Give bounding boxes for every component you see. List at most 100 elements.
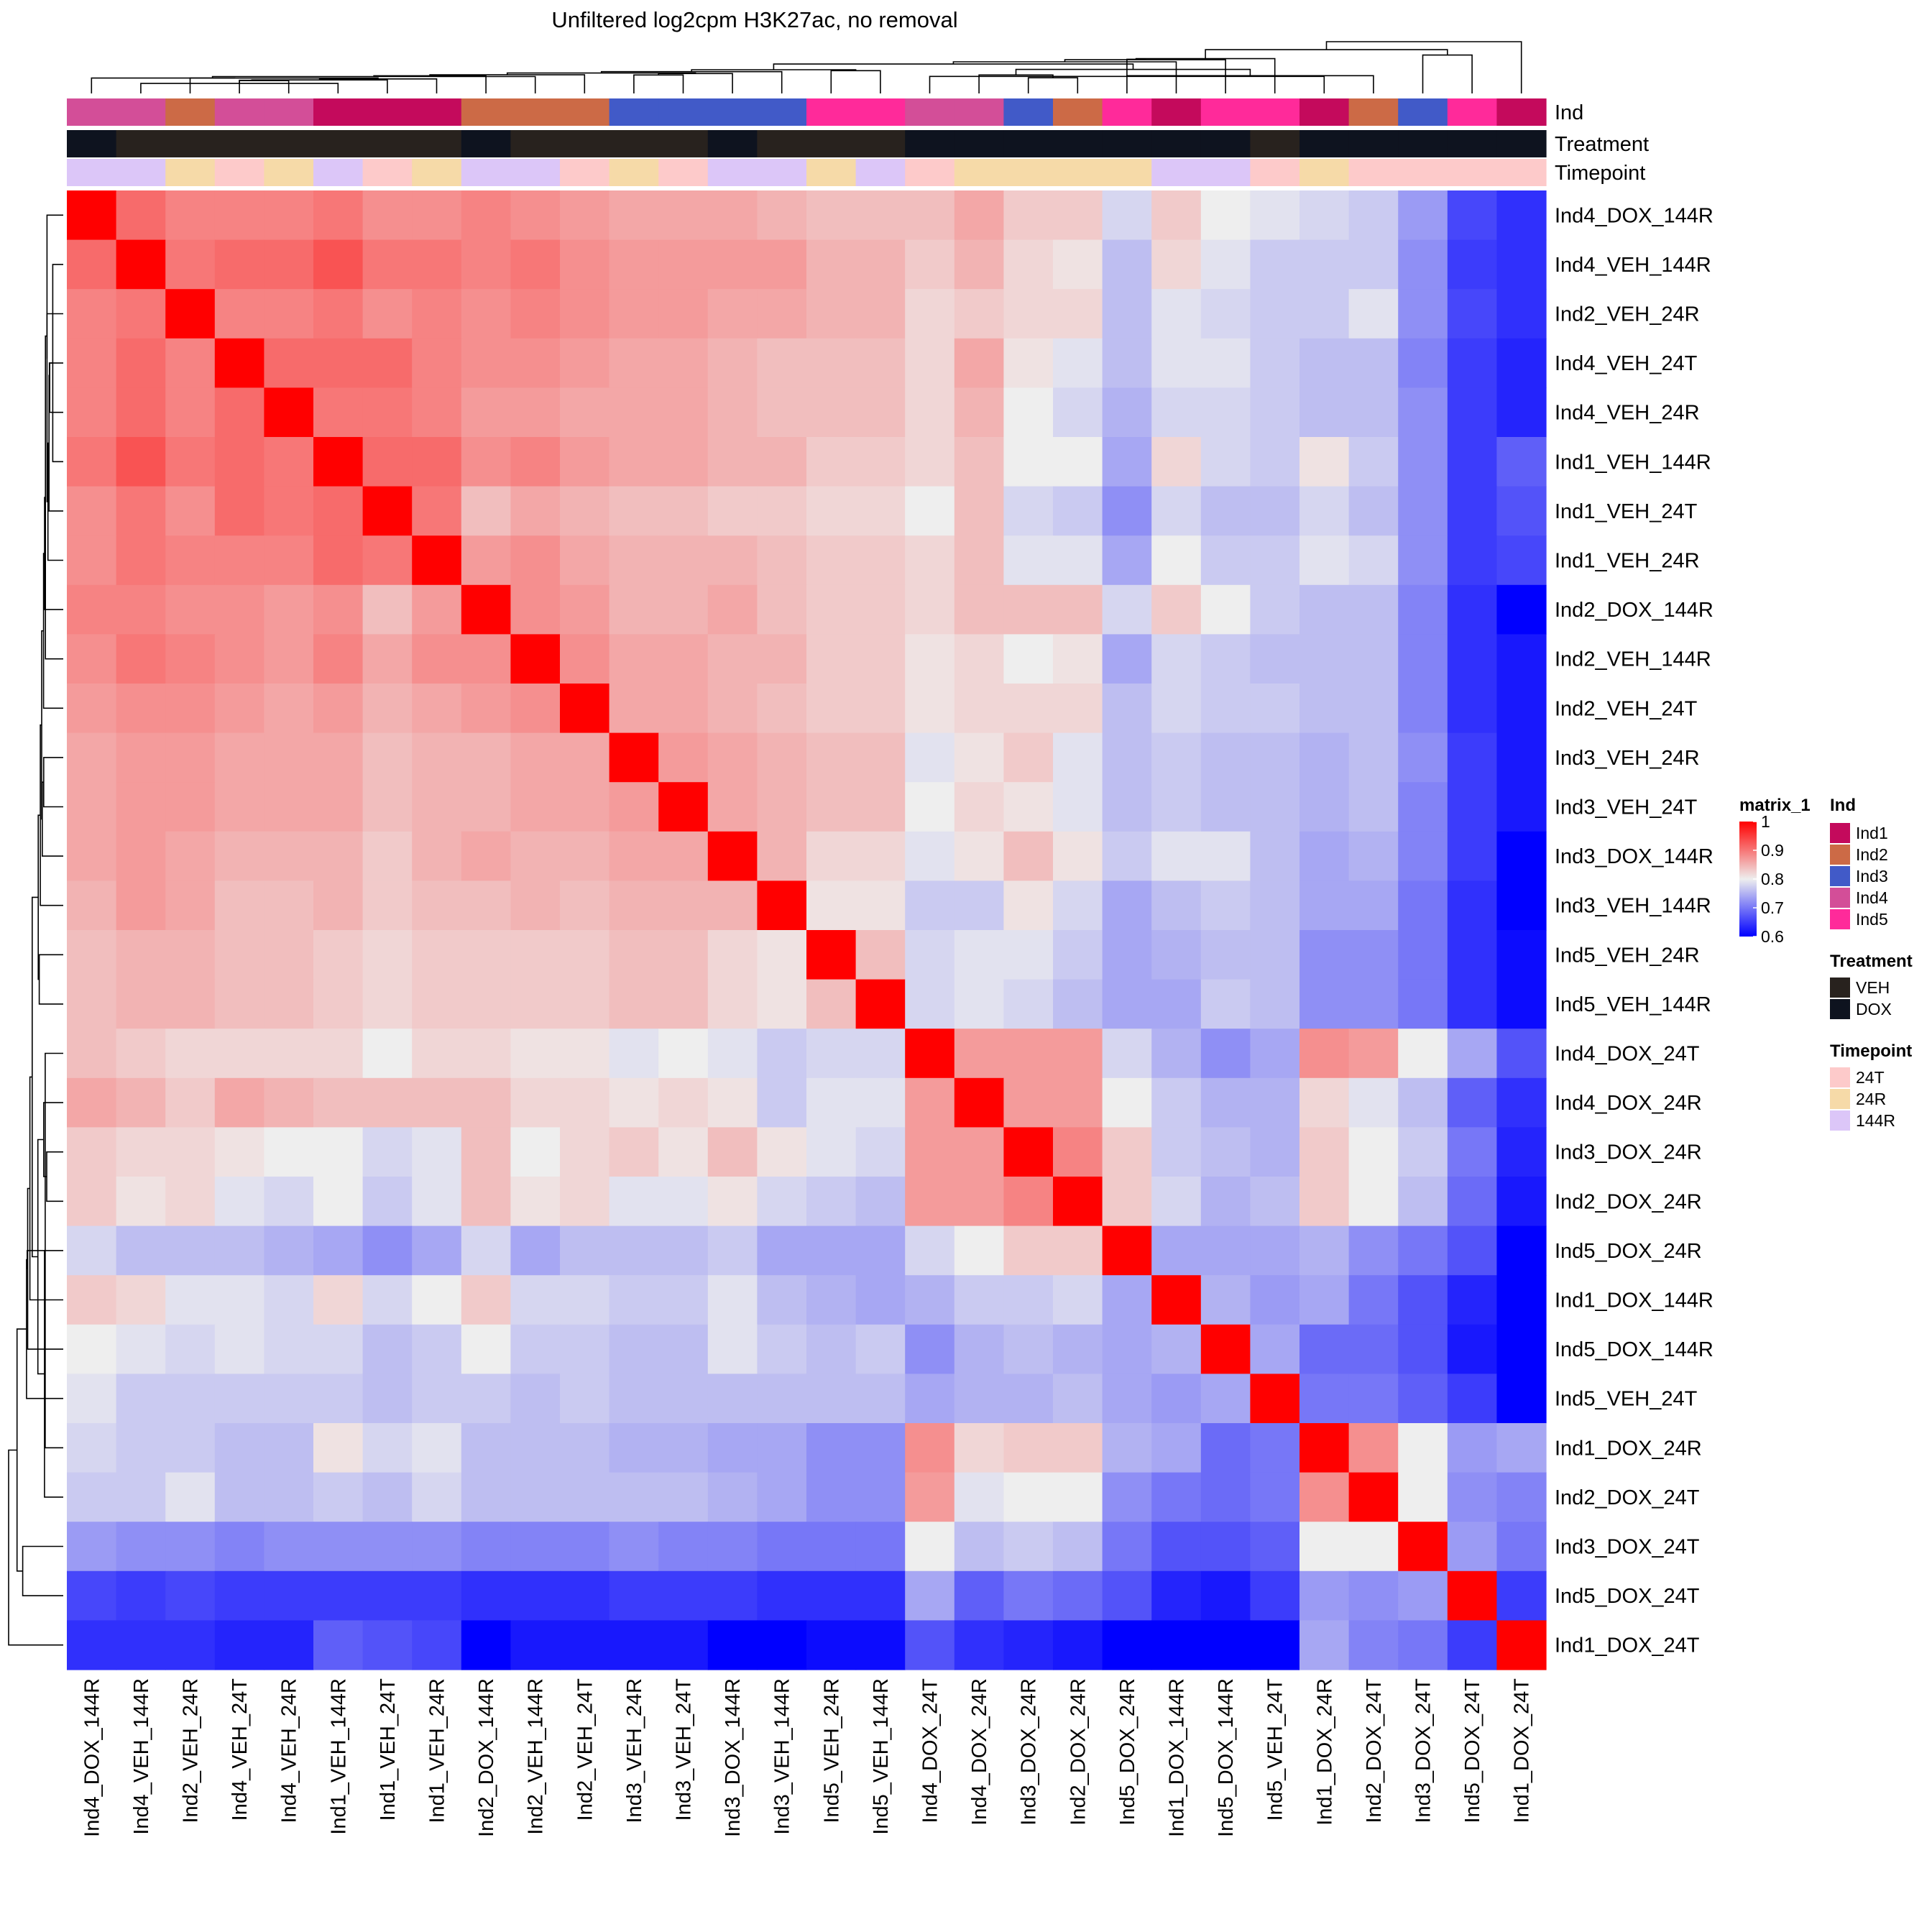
- row-dendrogram: [8, 214, 63, 1646]
- legend-swatch-ind: [1830, 909, 1850, 929]
- heatmap-cell: [855, 782, 906, 832]
- annotation-cell-timepoint: [806, 159, 857, 186]
- heatmap-cell: [214, 1275, 264, 1325]
- heatmap-cell: [1151, 387, 1202, 438]
- heatmap-cell: [1151, 1077, 1202, 1128]
- annotation-cell-treatment: [1200, 130, 1251, 157]
- heatmap-cell: [1102, 1620, 1152, 1670]
- heatmap-cell: [165, 387, 216, 438]
- annotation-cell-ind: [264, 98, 314, 126]
- heatmap-cell: [757, 831, 807, 881]
- heatmap-cell: [116, 1423, 166, 1473]
- heatmap-cell: [1003, 684, 1054, 734]
- heatmap-cell: [116, 535, 166, 586]
- heatmap-cell: [1348, 831, 1399, 881]
- annotation-cell-timepoint: [165, 159, 216, 186]
- heatmap-cell: [214, 1324, 264, 1374]
- heatmap-cell: [1200, 831, 1251, 881]
- heatmap-cell: [1398, 387, 1448, 438]
- heatmap-cell: [1003, 289, 1054, 339]
- heatmap-cell: [609, 1423, 659, 1473]
- heatmap-cell: [1496, 535, 1547, 586]
- column-label: Ind2_DOX_144R: [475, 1678, 498, 1837]
- heatmap-cell: [1151, 880, 1202, 931]
- heatmap-cell: [1053, 979, 1103, 1029]
- column-labels: Ind4_DOX_144R Ind4_VEH_144R Ind2_VEH_24R In…: [80, 1678, 1533, 1837]
- heatmap-cell: [362, 486, 413, 536]
- legend-label-timepoint: 144R: [1856, 1111, 1895, 1130]
- heatmap-cell: [214, 535, 264, 586]
- column-dendrogram-branch: [929, 75, 1325, 93]
- heatmap-cell: [264, 1472, 314, 1522]
- row-label: Ind2_VEH_24T: [1555, 697, 1698, 720]
- heatmap-cell: [1200, 634, 1251, 684]
- heatmap-cell: [461, 190, 511, 241]
- heatmap-cell: [609, 1127, 659, 1177]
- column-label: Ind4_DOX_24T: [919, 1678, 942, 1823]
- heatmap-cell: [757, 1570, 807, 1621]
- annotation-cell-ind: [1348, 98, 1399, 126]
- heatmap-cell: [658, 1374, 709, 1424]
- column-label: Ind3_VEH_144R: [771, 1678, 794, 1835]
- heatmap-cell: [362, 1374, 413, 1424]
- heatmap-cell: [757, 387, 807, 438]
- heatmap-cell: [1348, 486, 1399, 536]
- heatmap-cell: [362, 190, 413, 241]
- annotation-cell-treatment: [1053, 130, 1103, 157]
- heatmap-cell: [313, 535, 364, 586]
- heatmap-cell: [461, 1324, 511, 1374]
- heatmap-cell: [1447, 239, 1497, 290]
- heatmap-cell: [67, 1177, 117, 1227]
- column-label: Ind4_DOX_144R: [80, 1678, 104, 1837]
- heatmap-cell: [905, 486, 955, 536]
- heatmap-cell: [1447, 1127, 1497, 1177]
- heatmap-cell: [510, 190, 561, 241]
- heatmap-cell: [1250, 584, 1300, 635]
- heatmap-cell: [1102, 979, 1152, 1029]
- heatmap-cell: [658, 338, 709, 388]
- heatmap-cell: [905, 1570, 955, 1621]
- heatmap-cell: [609, 1374, 659, 1424]
- heatmap-cell: [510, 437, 561, 487]
- heatmap-cell: [1300, 1423, 1350, 1473]
- heatmap-cell: [264, 1620, 314, 1670]
- heatmap-cell: [116, 486, 166, 536]
- heatmap-cell: [560, 782, 610, 832]
- heatmap-cell: [510, 1472, 561, 1522]
- heatmap-cell: [609, 535, 659, 586]
- annotation-track-labels: Ind Treatment Timepoint: [1555, 101, 1649, 185]
- heatmap-cell: [1003, 1177, 1054, 1227]
- heatmap-cell: [214, 831, 264, 881]
- heatmap-cell: [67, 979, 117, 1029]
- heatmap-cell: [264, 190, 314, 241]
- annotation-cell-ind: [214, 98, 264, 126]
- annotation-cell-treatment: [707, 130, 758, 157]
- heatmap-cell: [905, 190, 955, 241]
- legend-swatch-timepoint: [1830, 1110, 1850, 1131]
- heatmap-cell: [1102, 1570, 1152, 1621]
- heatmap-cell: [1447, 782, 1497, 832]
- heatmap-cell: [1496, 1029, 1547, 1079]
- heatmap-cell: [707, 1177, 758, 1227]
- heatmap-cell: [461, 880, 511, 931]
- heatmap-cell: [1300, 535, 1350, 586]
- heatmap-cell: [1151, 1029, 1202, 1079]
- heatmap-cell: [1250, 732, 1300, 783]
- row-label: Ind3_DOX_24R: [1555, 1141, 1702, 1164]
- heatmap-cell: [1250, 387, 1300, 438]
- heatmap-cell: [1300, 239, 1350, 290]
- heatmap-cell: [954, 930, 1004, 980]
- heatmap-cell: [905, 535, 955, 586]
- heatmap-cell: [116, 239, 166, 290]
- heatmap-cell: [1348, 1374, 1399, 1424]
- heatmap-cell: [1348, 190, 1399, 241]
- ind-legend-title: Ind: [1830, 796, 1856, 815]
- heatmap-cell: [1496, 1225, 1547, 1276]
- heatmap-cell: [905, 782, 955, 832]
- heatmap-cell: [412, 732, 462, 783]
- annotation-cell-treatment: [313, 130, 364, 157]
- heatmap-cell: [1496, 732, 1547, 783]
- annotation-cell-timepoint: [214, 159, 264, 186]
- heatmap-cell: [707, 1570, 758, 1621]
- chart-title: Unfiltered log2cpm H3K27ac, no removal: [551, 7, 957, 32]
